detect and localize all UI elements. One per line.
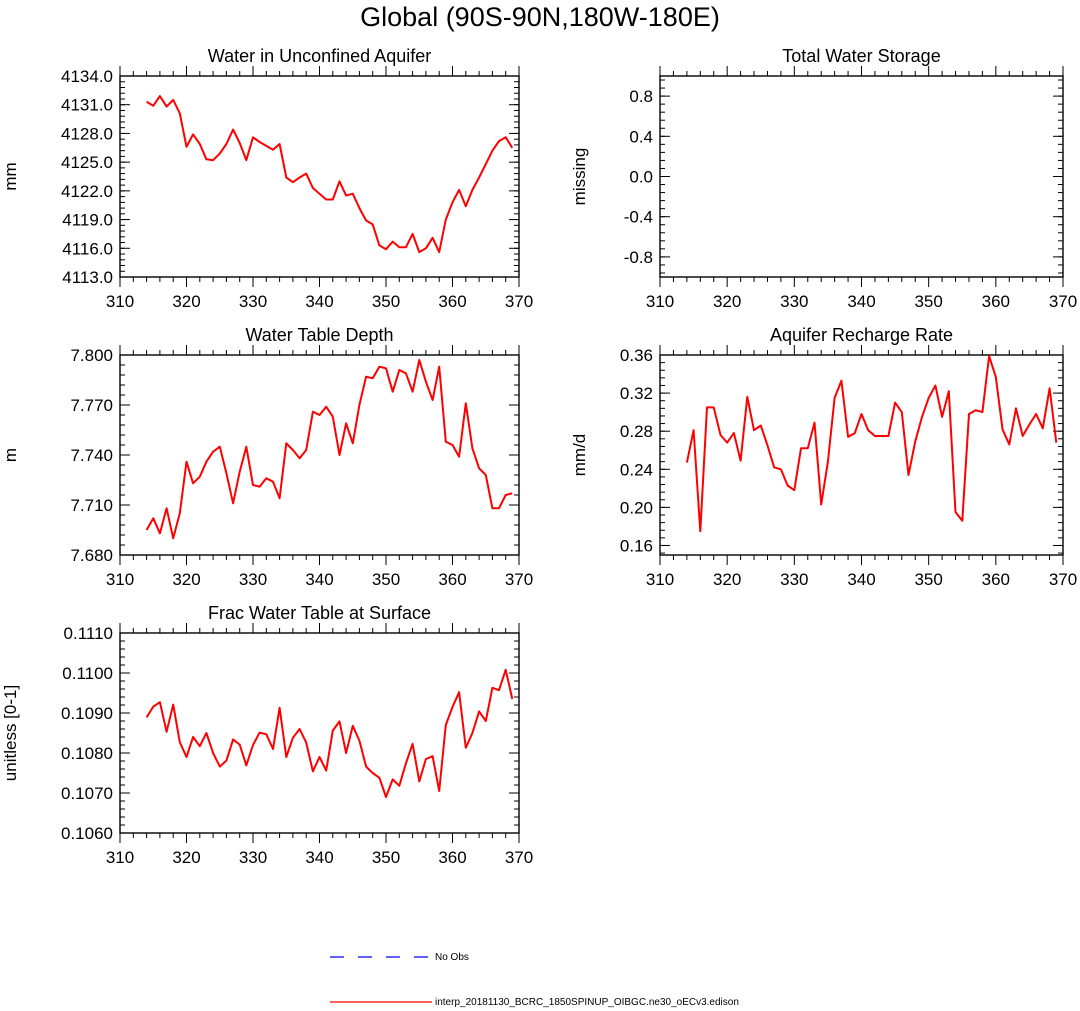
y-tick-label: 4128.0 [61,124,113,143]
x-tick-label: 320 [713,570,741,589]
x-tick-label: 310 [106,848,134,867]
panels: Water in Unconfined Aquifer 310 320 330 340 3… [1,46,1077,867]
y-tick-label: -0.8 [624,248,653,267]
x-tick-label: 340 [305,292,333,311]
y-tick-label: 0.32 [620,384,653,403]
x-tick-label: 330 [239,848,267,867]
x-tick-label: 350 [372,570,400,589]
panel-title: Water in Unconfined Aquifer [208,46,431,66]
x-tick-label: 310 [106,292,134,311]
x-tick-label: 310 [106,570,134,589]
x-tick-label: 330 [780,570,808,589]
panel-2: Total Water Storage 310 320 330 340 350 360 370… [570,46,1077,311]
x-tick-label: 360 [982,570,1010,589]
x-tick-label: 340 [305,570,333,589]
x-tick-label: 340 [305,848,333,867]
y-tick-label: 4113.0 [62,268,113,287]
y-axis-label: mm/d [570,434,589,477]
series-line-1 [145,668,514,798]
y-axis-label: missing [570,148,589,206]
y-tick-label: 7.680 [70,546,113,565]
x-tick-label: 320 [172,848,200,867]
panel-title: Total Water Storage [782,46,940,66]
y-tick-label: 0.1100 [62,664,113,683]
panel-4: Aquifer Recharge Rate 310 320 330 340 350 360 3… [570,325,1077,589]
x-tick-label: 350 [372,848,400,867]
y-axis-label: unitless [0-1] [1,685,20,781]
panel-title: Aquifer Recharge Rate [770,325,953,345]
y-tick-label: 0.8 [629,87,653,106]
x-tick-label: 370 [505,848,533,867]
x-tick-label: 310 [646,570,674,589]
x-tick-label: 360 [438,570,466,589]
panel-5: Frac Water Table at Surface 310 320 330 340 3… [1,603,533,867]
y-tick-label: -0.4 [624,208,653,227]
x-tick-label: 360 [438,848,466,867]
y-tick-label: 7.710 [70,496,113,515]
y-tick-label: 0.24 [620,460,653,479]
y-tick-label: 7.740 [70,446,113,465]
panel-3: Water Table Depth 310 320 330 340 350 360 370 7.… [1,325,533,589]
y-tick-label: 0.1090 [61,704,113,723]
series-line-1 [685,355,1058,533]
legend: No Obs interp_20181130_BCRC_1850SPINUP_O… [330,952,739,1008]
figure-title: Global (90S-90N,180W-180E) [360,2,720,32]
plot-frame [659,354,1064,556]
plot-frame [119,632,520,834]
x-tick-label: 320 [172,570,200,589]
legend-label-no-obs: No Obs [435,952,469,963]
y-axis-label: mm [1,162,20,190]
panel-1: Water in Unconfined Aquifer 310 320 330 340 3… [1,46,533,311]
y-tick-label: 4125.0 [61,153,113,172]
panel-title: Water Table Depth [245,325,393,345]
x-tick-label: 330 [239,570,267,589]
x-tick-label: 320 [713,292,741,311]
x-tick-label: 370 [505,292,533,311]
x-tick-label: 370 [1049,570,1077,589]
y-tick-label: 0.1080 [61,744,113,763]
panel-title: Frac Water Table at Surface [208,603,431,623]
x-tick-label: 360 [438,292,466,311]
y-tick-label: 0.4 [629,127,653,146]
plot-frame [659,75,1064,278]
y-tick-label: 4131.0 [61,96,113,115]
x-tick-label: 340 [847,570,875,589]
y-tick-label: 0.0 [629,168,653,187]
y-axis-label: m [1,448,20,462]
y-tick-label: 0.28 [620,422,653,441]
y-tick-label: 7.770 [70,396,113,415]
x-tick-label: 310 [646,292,674,311]
x-tick-label: 370 [1049,292,1077,311]
y-tick-label: 4122.0 [61,182,113,201]
x-tick-label: 330 [780,292,808,311]
x-tick-label: 340 [847,292,875,311]
y-tick-label: 0.1060 [61,824,113,843]
legend-label-model: interp_20181130_BCRC_1850SPINUP_OIBGC.ne… [435,997,739,1008]
y-tick-label: 7.800 [70,346,113,365]
x-tick-label: 350 [914,570,942,589]
x-tick-label: 350 [372,292,400,311]
series-line-1 [145,359,513,540]
series-line-1 [146,95,514,254]
y-tick-label: 4119.0 [62,211,113,230]
x-tick-label: 370 [505,570,533,589]
y-tick-label: 4116.0 [62,239,113,258]
plot-frame [119,75,520,278]
x-tick-label: 330 [239,292,267,311]
x-tick-label: 360 [982,292,1010,311]
x-tick-label: 350 [914,292,942,311]
y-tick-label: 0.20 [620,498,653,517]
y-tick-label: 0.1110 [64,624,113,643]
y-tick-label: 0.36 [620,346,653,365]
x-tick-label: 320 [172,292,200,311]
y-tick-label: 4134.0 [61,67,113,86]
y-tick-label: 0.1070 [61,784,113,803]
y-tick-label: 0.16 [620,536,653,555]
